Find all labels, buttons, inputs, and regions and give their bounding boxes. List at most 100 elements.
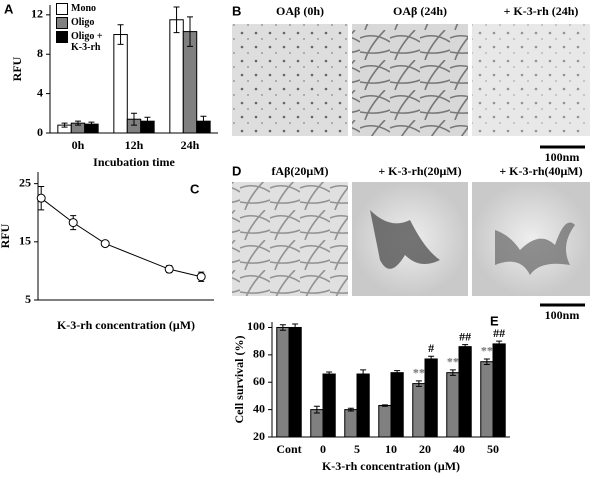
significance-marker: **	[481, 344, 493, 358]
x-tick-label: 0h	[72, 138, 85, 152]
micrograph	[472, 182, 590, 296]
x-tick-label: 40	[453, 442, 465, 456]
micrograph	[472, 24, 590, 136]
y-tick-label: 0	[37, 125, 43, 139]
bar	[322, 373, 336, 438]
error-bar	[131, 112, 137, 126]
micrograph	[352, 24, 468, 136]
legend-swatch	[56, 3, 68, 15]
legend-swatch	[56, 31, 68, 43]
error-bar	[360, 369, 367, 379]
image-caption: + K-3-rh(40μM)	[499, 164, 582, 178]
error-bar	[61, 122, 68, 128]
significance-marker: ##	[493, 326, 505, 340]
bar	[458, 346, 472, 438]
error-bar	[415, 380, 422, 387]
error-bar	[381, 404, 388, 407]
bar	[310, 409, 324, 438]
error-bar	[292, 323, 299, 332]
significance-marker: ##	[459, 329, 471, 343]
x-tick-label: 5	[354, 442, 360, 456]
micrograph	[232, 182, 348, 296]
y-tick-label: 8	[37, 46, 43, 60]
legend-item: Oligo	[56, 17, 115, 29]
scale-label: 100nm	[545, 308, 580, 322]
y-tick-label: 12	[31, 7, 43, 21]
error-bar	[144, 116, 151, 126]
x-tick-label: 50	[487, 442, 499, 456]
axis	[37, 172, 214, 301]
image-caption: + K-3-rh (24h)	[504, 4, 579, 18]
y-tick-label: 4	[37, 85, 43, 99]
x-tick-label: 24h	[181, 138, 200, 152]
y-tick-label: 25	[19, 175, 31, 189]
y-tick-label: 5	[25, 292, 31, 306]
bar	[378, 405, 392, 438]
error-bar	[279, 324, 286, 331]
error-bar	[428, 355, 435, 363]
bar	[169, 19, 184, 134]
x-tick-label: 10	[385, 442, 397, 456]
x-axis-label: K-3-rh concentration (μM)	[57, 318, 195, 332]
error-bar	[173, 6, 180, 34]
bar	[424, 358, 438, 438]
y-axis-label: RFU	[0, 223, 12, 248]
y-tick-label: 80	[253, 347, 265, 361]
legend-label: Mono	[71, 3, 96, 14]
error-bar	[187, 16, 193, 47]
error-bar	[394, 370, 401, 376]
x-tick-label: 0	[320, 442, 326, 456]
error-bar	[483, 358, 490, 365]
image-caption: fAβ(20μM)	[271, 164, 328, 178]
legend-item: Oligo + K-3-rh	[56, 31, 115, 53]
bar	[276, 326, 290, 438]
image-tiles	[232, 24, 590, 296]
error-bar	[117, 24, 124, 45]
legend-item: Mono	[56, 3, 115, 15]
panel-letter: A	[4, 1, 14, 16]
x-axis-label: K-3-rh concentration (μM)	[322, 459, 460, 473]
bar	[412, 383, 426, 438]
x-tick-label: Cont	[276, 442, 301, 456]
point	[100, 239, 110, 249]
error-bar	[347, 407, 354, 412]
y-tick-label: 40	[253, 401, 265, 415]
micrograph	[232, 24, 348, 136]
legend-swatch	[56, 17, 68, 29]
point	[68, 218, 78, 228]
y-tick-label: 60	[253, 374, 265, 388]
panel-letter: E	[490, 313, 499, 328]
error-bar	[462, 344, 469, 350]
bar	[344, 409, 358, 438]
line	[40, 197, 202, 278]
image-caption: + K-3-rh(20μM)	[378, 164, 461, 178]
x-axis-label: Incubation time	[93, 155, 175, 169]
point	[196, 272, 206, 282]
legend: Mono Oligo Oligo + K-3-rh	[56, 3, 115, 55]
bar	[446, 372, 460, 438]
panel-letter: B	[232, 3, 241, 18]
y-tick-label: 100	[247, 319, 265, 333]
x-tick-label: 20	[419, 442, 431, 456]
error-bar	[326, 371, 333, 377]
significance-marker: **	[413, 366, 425, 380]
legend-label: Oligo + K-3-rh	[71, 31, 103, 53]
aggregate	[370, 210, 440, 269]
error-bar	[449, 369, 456, 376]
image-caption: OAβ (0h)	[276, 4, 324, 18]
panel-letter: C	[190, 181, 200, 196]
significance-marker: **	[447, 355, 459, 369]
error-bar	[200, 115, 207, 127]
bar	[288, 326, 302, 438]
error-bar	[496, 340, 503, 348]
point	[164, 264, 174, 274]
bar	[390, 372, 404, 438]
y-axis-label: RFU	[10, 56, 24, 81]
y-axis-label: Cell survival (%)	[232, 336, 246, 424]
error-bar	[75, 120, 81, 126]
legend-label: Oligo	[71, 17, 95, 28]
point	[36, 193, 46, 203]
bar	[356, 373, 370, 438]
